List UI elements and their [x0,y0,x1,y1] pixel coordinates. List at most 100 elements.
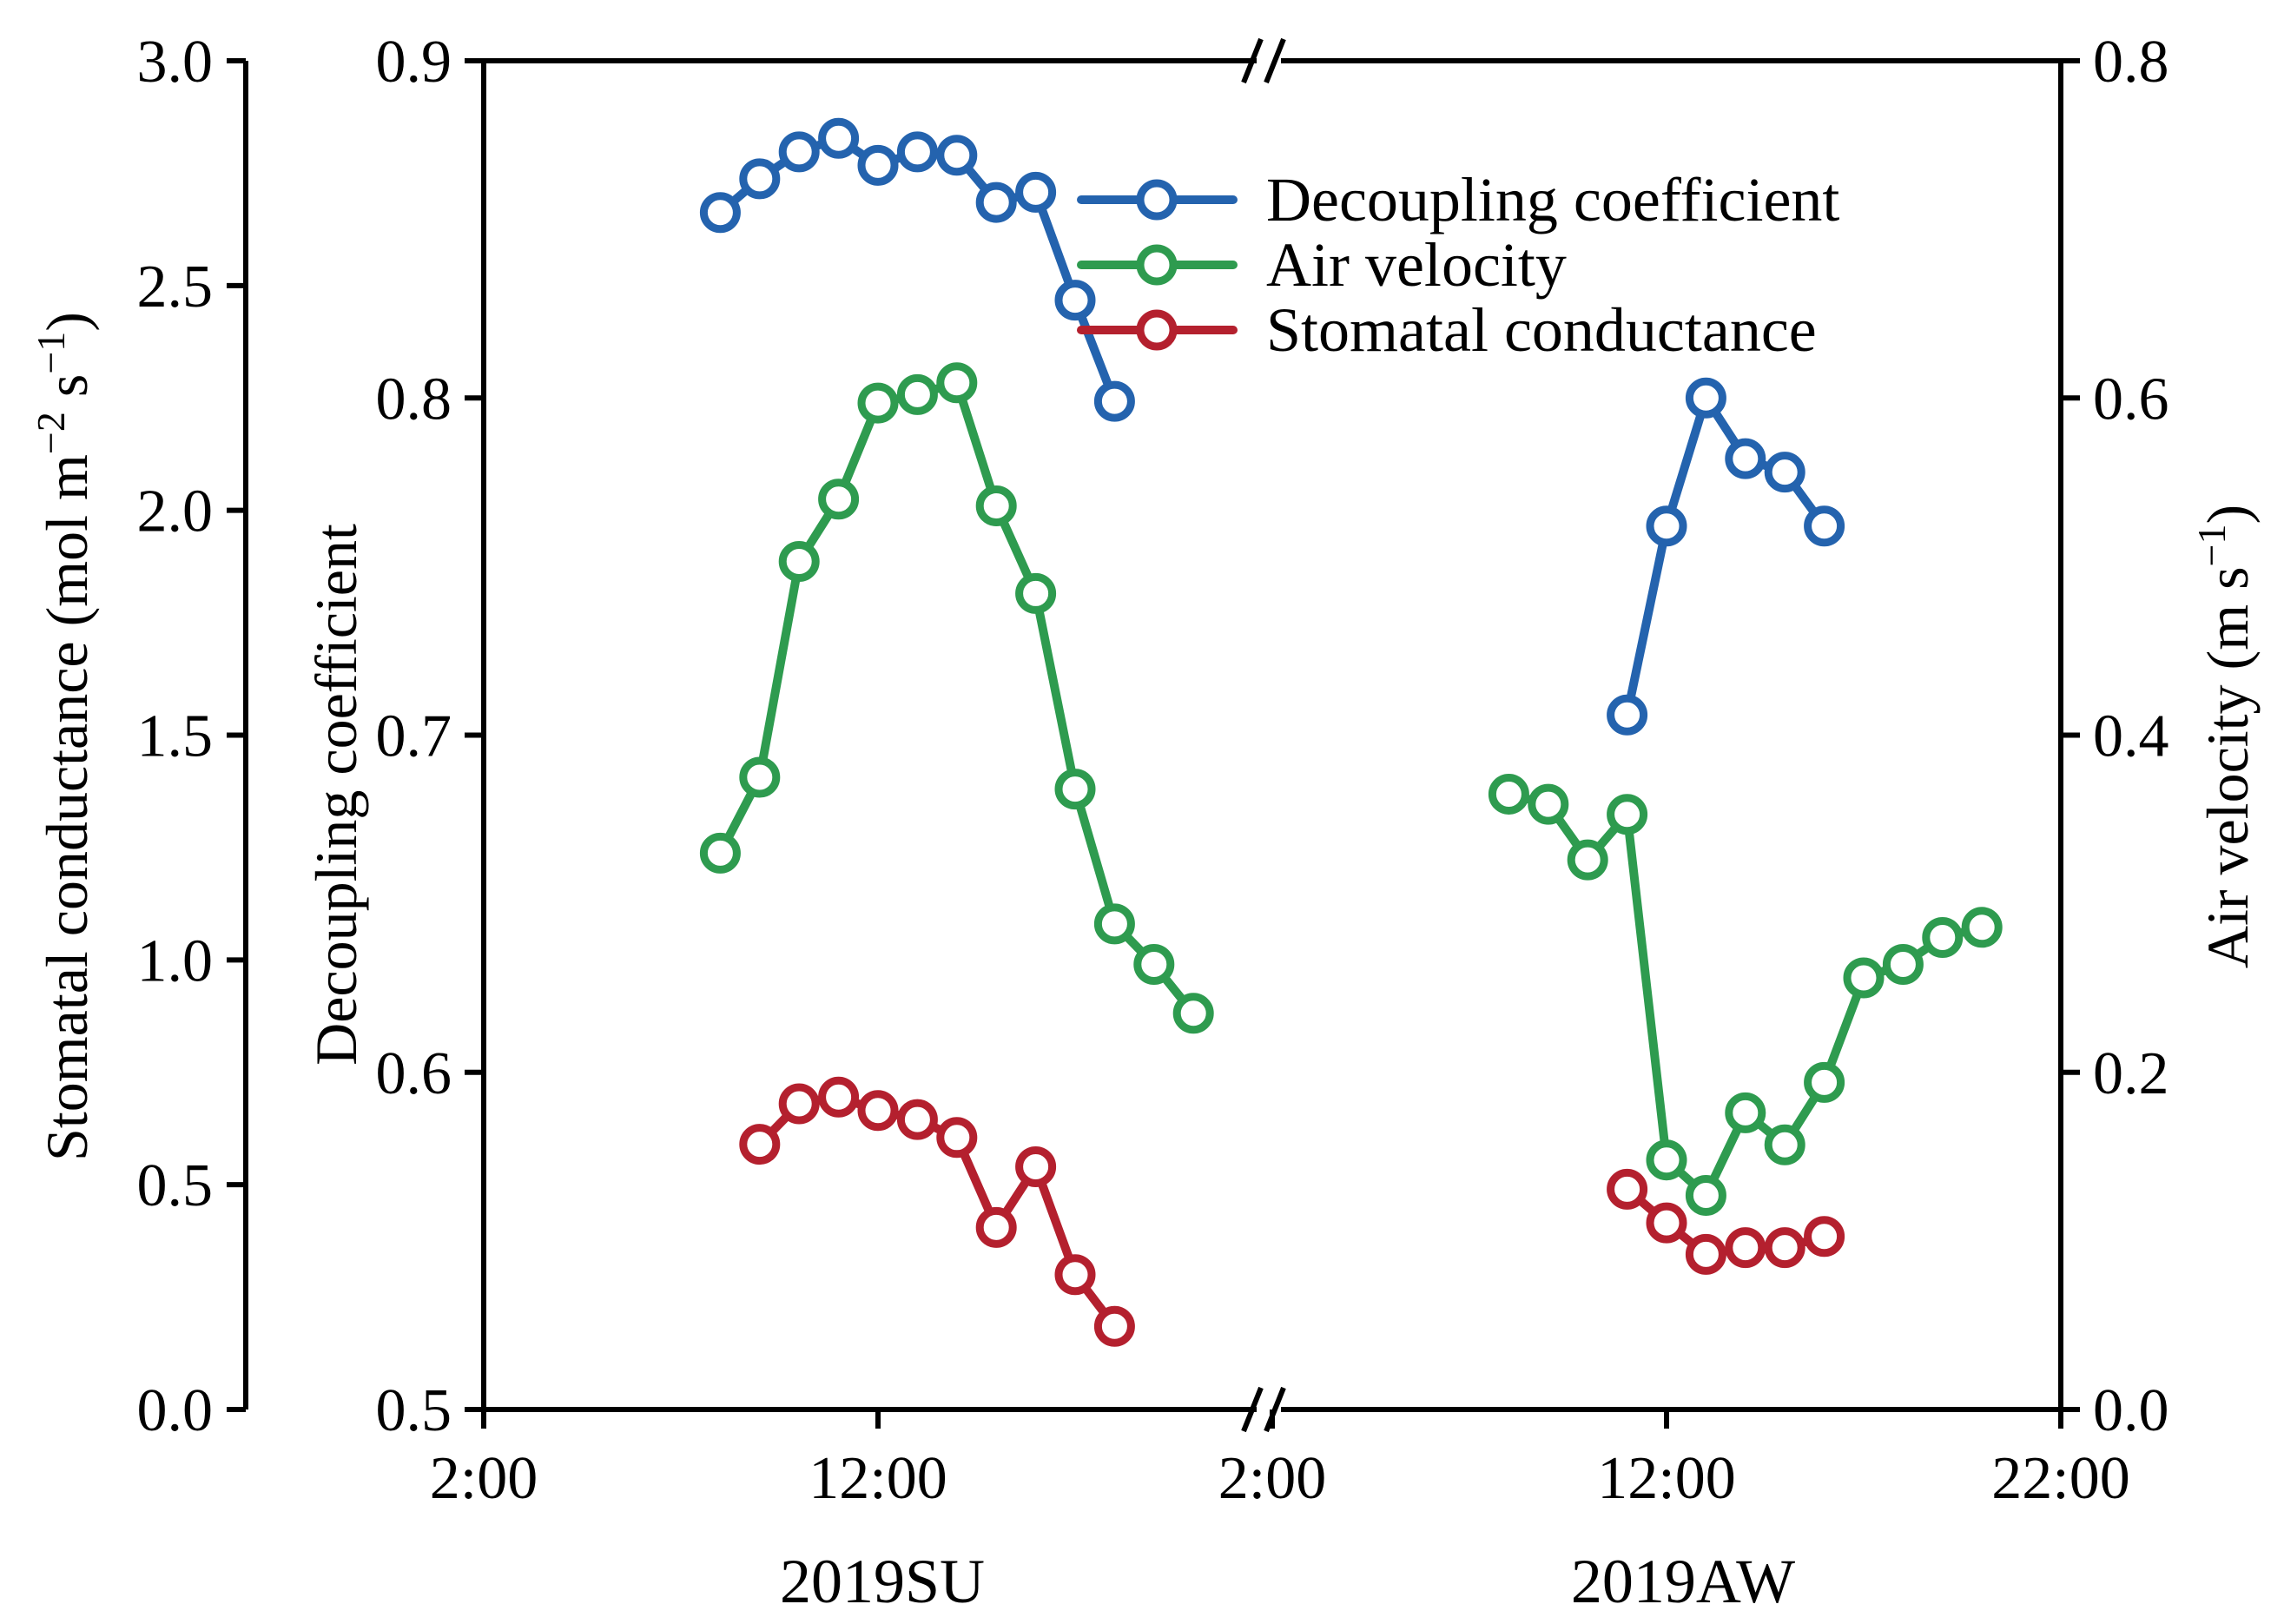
stomatal-conductance-point [1764,1227,1805,1269]
axis-break-bottom [1241,1386,1286,1433]
right-tick-label: 0.2 [2093,1040,2169,1107]
air-velocity-point [1093,903,1135,945]
stomatal-conductance-point [1685,1233,1726,1275]
decoupling-coefficient-point [857,144,899,186]
air-velocity-point [936,362,978,404]
air-velocity-point [1961,907,2003,948]
air-velocity-point [699,832,741,874]
x-tick-label: 22:00 [1991,1445,2129,1512]
legend-label-decoupling: Decoupling coefficient [1266,165,1839,234]
stomatal-conductance-point [1725,1227,1766,1269]
session-label-su: 2019SU [780,1547,985,1616]
stomatal-conductance-point [975,1206,1017,1248]
air-velocity-point [1843,957,1885,999]
stomatal-conductance-point [1015,1145,1057,1187]
series-layer [699,117,2003,1347]
stomatal-conductance-point [1093,1305,1135,1347]
air-velocity-point [1646,1139,1687,1181]
decoupling-axis-label: Decoupling coefficient [303,524,369,1066]
stomatal-conductance-point [1607,1168,1648,1210]
air-velocity-point [857,382,899,424]
decoupling-coefficient-point [778,131,820,173]
stomatal-conductance-point [857,1090,899,1132]
air-velocity-point [739,756,781,798]
left_inner-tick-label: 0.6 [376,1040,452,1107]
legend: Decoupling coefficient Air velocity Stom… [1077,165,1839,365]
air-velocity-point [818,479,860,520]
x-tick-label: 2:00 [430,1445,538,1512]
x-axis: 2:00 12:00 2:00 12:00 22:00 [430,1409,2130,1512]
decoupling-coefficient-point [818,117,860,159]
decoupling-coefficient-point [1607,694,1648,736]
air-velocity-point [975,485,1017,526]
stomatal-conductance-point [936,1117,978,1159]
left_inner-tick-label: 0.7 [376,703,452,770]
axis-break-top [1241,37,1286,84]
left_outer-tick-label: 3.0 [137,29,214,96]
decoupling-coefficient-point [1804,505,1845,547]
air-velocity-point [1685,1174,1726,1216]
legend-entry-decoupling: Decoupling coefficient [1077,165,1839,234]
stomatal-axis: 0.0 0.5 1.0 1.5 2.0 2.5 3.0 Stomatal conductan… [29,29,248,1444]
air-velocity-axis-label: Air velocity (m s−1) [2189,505,2261,968]
decoupling-coefficient-point [936,135,978,176]
air-velocity-point [1488,773,1529,815]
air-velocity-point [1607,794,1648,835]
decoupling-axis: 0.5 0.6 0.7 0.8 0.9 [376,29,484,1444]
stomatal-conductance-point [896,1099,938,1140]
stomatal-conductance-point [1054,1254,1096,1296]
air-velocity-point [1528,783,1569,825]
air-velocity-point [896,373,938,415]
decoupling-coefficient-point [1093,380,1135,422]
x-tick-label: 12:00 [809,1445,947,1512]
decoupling-coefficient-point [1646,505,1687,547]
stomatal-axis-label: Stomatal conductance (mol m−2 s−1) [29,312,100,1161]
x-tick-label: 2:00 [1218,1445,1326,1512]
legend-label-air-velocity: Air velocity [1266,230,1567,300]
legend-entry-stomatal: Stomatal conductance [1077,295,1817,365]
right-tick-label: 0.0 [2093,1377,2169,1444]
left_outer-tick-label: 0.5 [137,1152,214,1219]
air-velocity-point [1725,1092,1766,1133]
decoupling-coefficient-point [1054,280,1096,321]
x-tick-label: 12:00 [1597,1445,1735,1512]
left_outer-tick-label: 0.0 [137,1377,214,1444]
stomatal-conductance-point [778,1083,820,1125]
decoupling-coefficient-point [896,131,938,173]
left_outer-tick-label: 1.0 [137,928,214,994]
air-velocity-point [1804,1061,1845,1103]
decoupling-coefficient-point [739,158,781,200]
air-velocity-point [1882,944,1924,986]
air-velocity-point [1015,572,1057,614]
left_inner-tick-label: 0.5 [376,1377,452,1444]
stomatal-conductance-line [755,1093,1119,1331]
stomatal-conductance-point [1646,1202,1687,1244]
air-velocity-point [1133,944,1175,986]
decoupling-coefficient-point [699,192,741,234]
decoupling-coefficient-point [1764,452,1805,493]
air-velocity-axis: 0.0 0.2 0.4 0.6 0.8 [2061,29,2169,1444]
air-velocity-point [1172,993,1214,1034]
air-velocity-point [1922,916,1964,958]
air-velocity-point [1567,839,1608,881]
left_inner-tick-label: 0.8 [376,366,452,432]
decoupling-coefficient-line [1622,393,1829,720]
right-tick-label: 0.6 [2093,366,2169,432]
left_outer-tick-label: 1.5 [137,703,214,770]
stomatal-conductance-point [818,1076,860,1118]
legend-entry-air-velocity: Air velocity [1077,230,1567,300]
right-tick-label: 0.4 [2093,703,2169,770]
decoupling-coefficient-point [1015,171,1057,213]
left_inner-tick-label: 0.9 [376,29,452,96]
left_outer-tick-label: 2.0 [137,479,214,545]
legend-label-stomatal: Stomatal conductance [1266,295,1817,365]
left_outer-tick-label: 2.5 [137,254,214,320]
decoupling-coefficient-point [975,182,1017,223]
stomatal-conductance-point [739,1124,781,1165]
air-velocity-point [1764,1124,1805,1165]
decoupling-coefficient-point [1725,438,1766,479]
right-tick-label: 0.8 [2093,29,2169,96]
session-label-aw: 2019AW [1571,1547,1795,1616]
air-velocity-point [1054,769,1096,810]
